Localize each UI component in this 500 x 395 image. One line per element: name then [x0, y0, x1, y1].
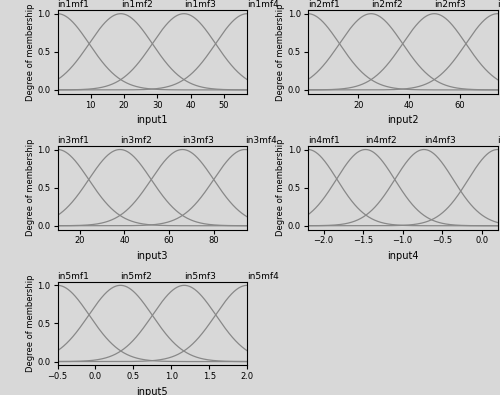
Text: in5mf2: in5mf2: [120, 272, 152, 281]
Text: in1mf2: in1mf2: [120, 0, 152, 9]
X-axis label: input1: input1: [136, 115, 168, 125]
Y-axis label: Degree of membership: Degree of membership: [26, 275, 35, 372]
Text: in4mf2: in4mf2: [366, 136, 397, 145]
Text: in5mf4: in5mf4: [247, 272, 279, 281]
Y-axis label: Degree of membership: Degree of membership: [276, 3, 285, 101]
Text: in2mf1: in2mf1: [308, 0, 340, 9]
Y-axis label: Degree of membership: Degree of membership: [26, 3, 35, 101]
Text: in4mf3: in4mf3: [424, 136, 456, 145]
Text: in3mf4: in3mf4: [245, 136, 276, 145]
Text: in1mf3: in1mf3: [184, 0, 216, 9]
X-axis label: input5: input5: [136, 387, 168, 395]
Text: in3mf2: in3mf2: [120, 136, 152, 145]
X-axis label: input2: input2: [387, 115, 418, 125]
Text: in4mf1: in4mf1: [308, 136, 340, 145]
Text: in2mf2: in2mf2: [371, 0, 402, 9]
Text: in1mf4: in1mf4: [247, 0, 279, 9]
Text: in2mf3: in2mf3: [434, 0, 466, 9]
Text: in5mf3: in5mf3: [184, 272, 216, 281]
Text: in3mf1: in3mf1: [58, 136, 90, 145]
Text: in4mf4: in4mf4: [498, 136, 500, 145]
X-axis label: input4: input4: [387, 251, 418, 261]
Y-axis label: Degree of membership: Degree of membership: [276, 139, 285, 236]
Text: in5mf1: in5mf1: [58, 272, 90, 281]
Y-axis label: Degree of membership: Degree of membership: [26, 139, 35, 236]
X-axis label: input3: input3: [136, 251, 168, 261]
Text: in1mf1: in1mf1: [58, 0, 90, 9]
Text: in3mf3: in3mf3: [182, 136, 214, 145]
Text: in2mf4: in2mf4: [498, 0, 500, 9]
